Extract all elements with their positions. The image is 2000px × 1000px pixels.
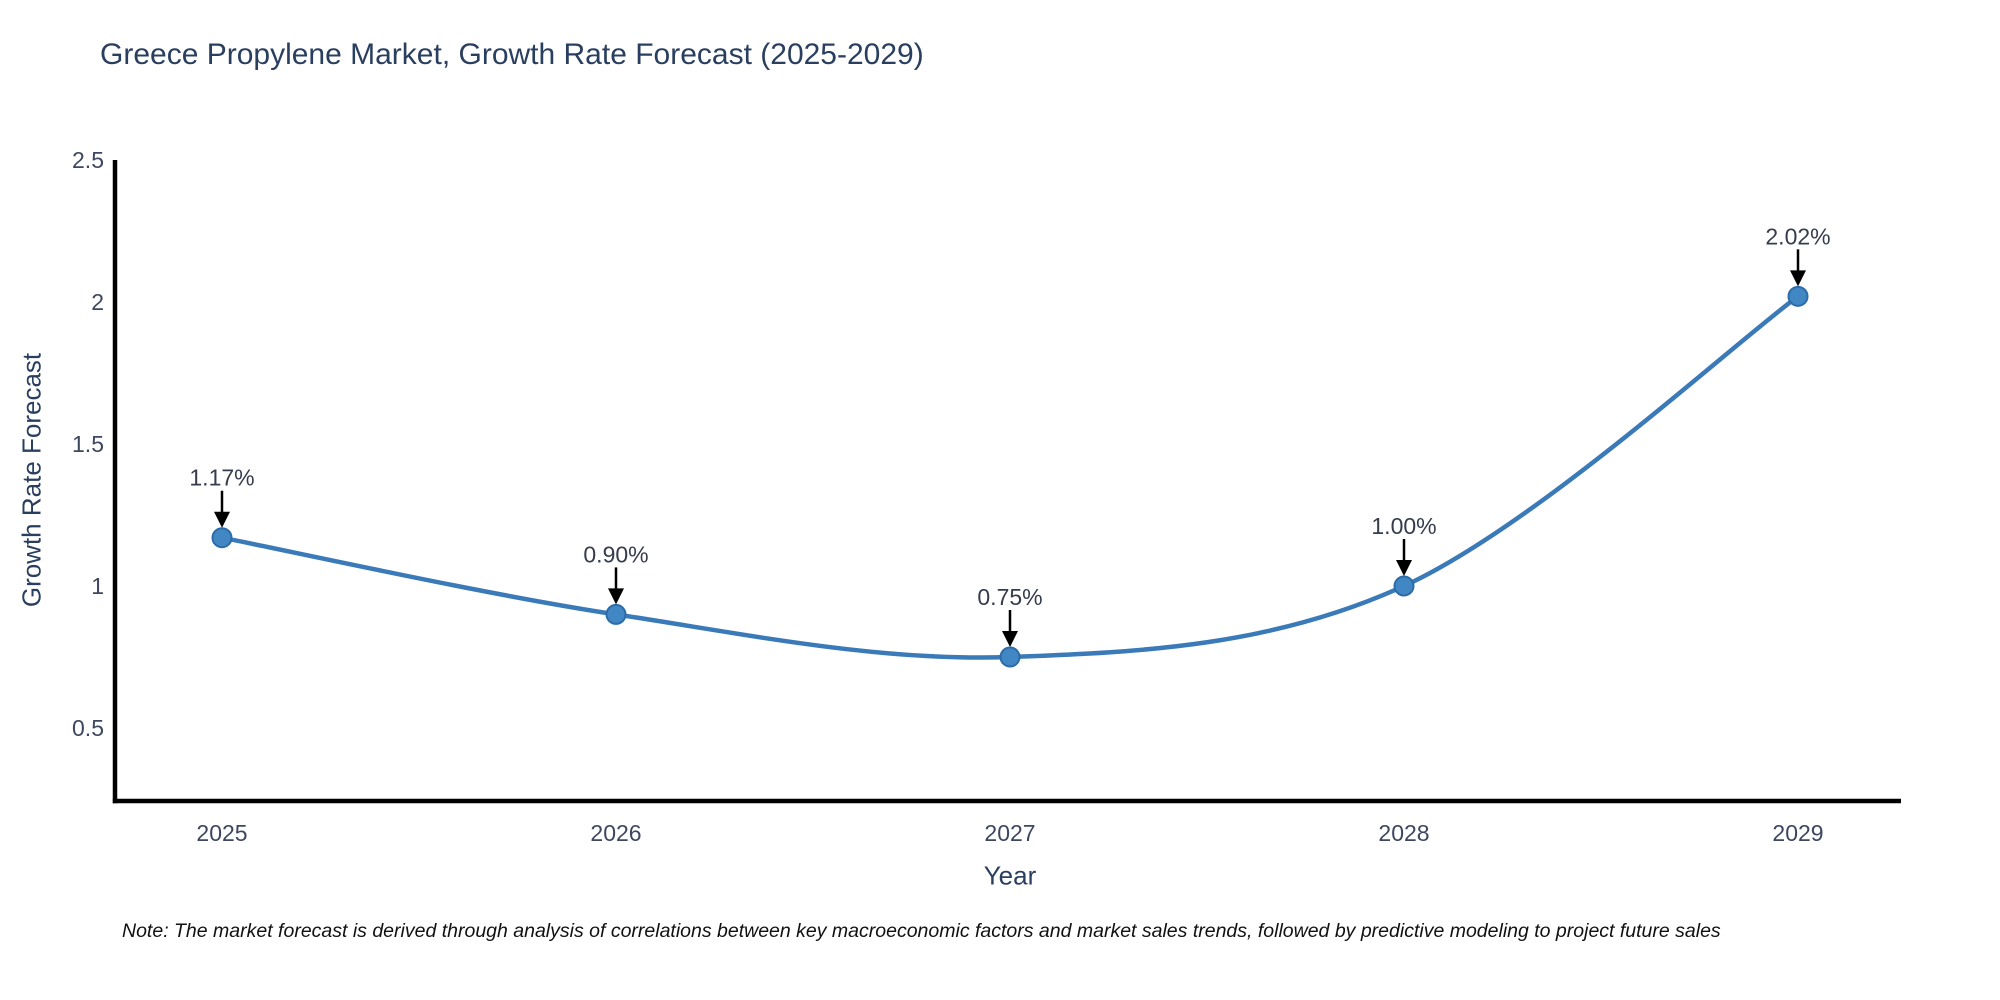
x-tick-label: 2028 bbox=[1378, 820, 1429, 846]
x-tick-label: 2025 bbox=[196, 820, 247, 846]
x-tick-label: 2027 bbox=[984, 820, 1035, 846]
y-tick-label: 0.5 bbox=[72, 715, 104, 741]
point-label: 2.02% bbox=[1765, 223, 1830, 249]
point-label: 0.90% bbox=[583, 541, 648, 567]
data-point-2029[interactable] bbox=[1787, 285, 1809, 307]
y-tick-label: 1.5 bbox=[72, 431, 104, 457]
x-tick-label: 2026 bbox=[590, 820, 641, 846]
footnote: Note: The market forecast is derived thr… bbox=[122, 920, 1721, 942]
data-point-2028[interactable] bbox=[1393, 575, 1415, 597]
point-label: 1.00% bbox=[1371, 513, 1436, 539]
x-tick-label: 2029 bbox=[1772, 820, 1823, 846]
y-tick-label: 2.5 bbox=[72, 147, 104, 173]
x-axis-title: Year bbox=[983, 860, 1037, 891]
data-point-2026[interactable] bbox=[605, 603, 627, 625]
y-tick-label: 2 bbox=[91, 289, 104, 315]
annotation-arrowhead bbox=[1790, 270, 1806, 287]
y-tick-label: 1 bbox=[91, 573, 104, 599]
annotation-arrowhead bbox=[608, 588, 624, 605]
data-point-2025[interactable] bbox=[211, 527, 233, 549]
point-label: 1.17% bbox=[189, 465, 254, 491]
chart-title: Greece Propylene Market, Growth Rate For… bbox=[100, 38, 924, 71]
annotation-arrowhead bbox=[1396, 560, 1412, 576]
data-point-2027[interactable] bbox=[999, 646, 1021, 668]
annotation-arrowhead bbox=[214, 511, 230, 528]
annotation-arrowhead bbox=[1002, 631, 1018, 647]
point-label: 0.75% bbox=[977, 584, 1042, 610]
